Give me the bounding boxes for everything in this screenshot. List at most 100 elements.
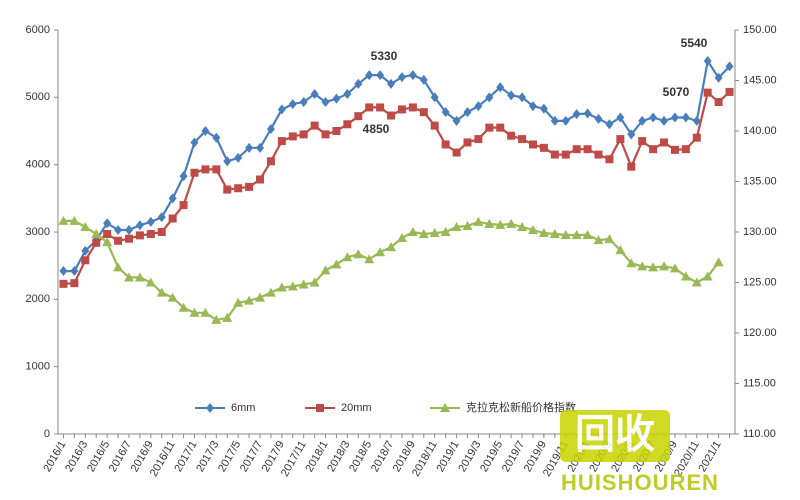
point [332,93,341,104]
point [387,78,396,89]
point [660,115,669,126]
y2-tick-label: 110.00 [743,428,776,440]
point [179,171,188,182]
point [310,121,319,130]
point [440,227,451,236]
point [441,140,450,149]
point [332,127,341,135]
point [288,132,297,141]
point [571,230,582,240]
point [387,111,396,120]
point [430,121,439,130]
y-tick-label: 6000 [26,24,50,36]
point [201,165,210,174]
point [430,92,439,103]
y2-tick-label: 130.00 [743,226,777,238]
point [206,403,214,413]
annotation: 5070 [663,85,690,99]
point [320,265,331,275]
point [397,72,406,83]
point [59,279,68,288]
point [331,259,342,269]
point [703,55,712,66]
point [80,221,91,231]
point [560,230,571,240]
point [462,220,473,230]
point [582,230,593,240]
point [245,182,254,191]
annotation: 4850 [363,122,390,136]
y2-tick-label: 115.00 [743,377,776,389]
point [484,218,495,228]
point [146,216,155,227]
point [298,279,309,289]
point [605,119,614,130]
point [309,277,320,287]
point [354,78,363,89]
point [408,70,417,81]
point [495,219,506,229]
point [681,145,690,154]
point [157,212,166,223]
watermark-icon: 回收 [575,413,655,457]
point [168,193,177,204]
point [386,242,397,252]
point [178,302,189,312]
point [485,92,494,103]
point [638,137,647,146]
point [626,258,637,268]
point [299,130,308,139]
y2-tick-label: 125.00 [743,276,777,288]
point [418,229,429,239]
point [604,234,615,244]
point [725,87,734,96]
point [70,266,79,277]
point [343,120,352,129]
point [440,403,450,412]
y2-tick-label: 120.00 [743,327,777,339]
annotation: 5330 [371,49,398,63]
point [376,103,385,112]
point [648,262,659,272]
point [474,135,483,144]
point [124,234,133,243]
point [561,150,570,159]
point [321,97,330,108]
point [441,107,450,118]
point [528,140,537,149]
point [419,108,428,117]
point [507,90,516,101]
point [528,101,537,112]
point [527,224,538,234]
point [244,295,255,305]
legend-label: 6mm [231,402,255,414]
point [114,236,123,245]
point [81,256,90,265]
point [266,123,275,134]
point [114,224,123,235]
point [277,137,286,146]
point [550,150,559,159]
point [605,155,614,164]
point [167,292,178,302]
point [190,168,199,177]
point [518,135,527,144]
y-tick-label: 2000 [26,293,50,305]
point [123,272,134,282]
point [200,307,211,317]
point [233,297,244,307]
point [452,115,461,126]
point [265,287,276,297]
point [539,103,548,114]
point [277,104,286,115]
point [649,112,658,123]
y-tick-label: 3000 [26,226,50,238]
point [222,312,233,322]
point [70,279,79,288]
point [92,238,101,247]
legend-label: 克拉克松新船价格指数 [466,400,576,414]
point [255,292,266,302]
point [342,252,353,262]
point [669,263,680,273]
